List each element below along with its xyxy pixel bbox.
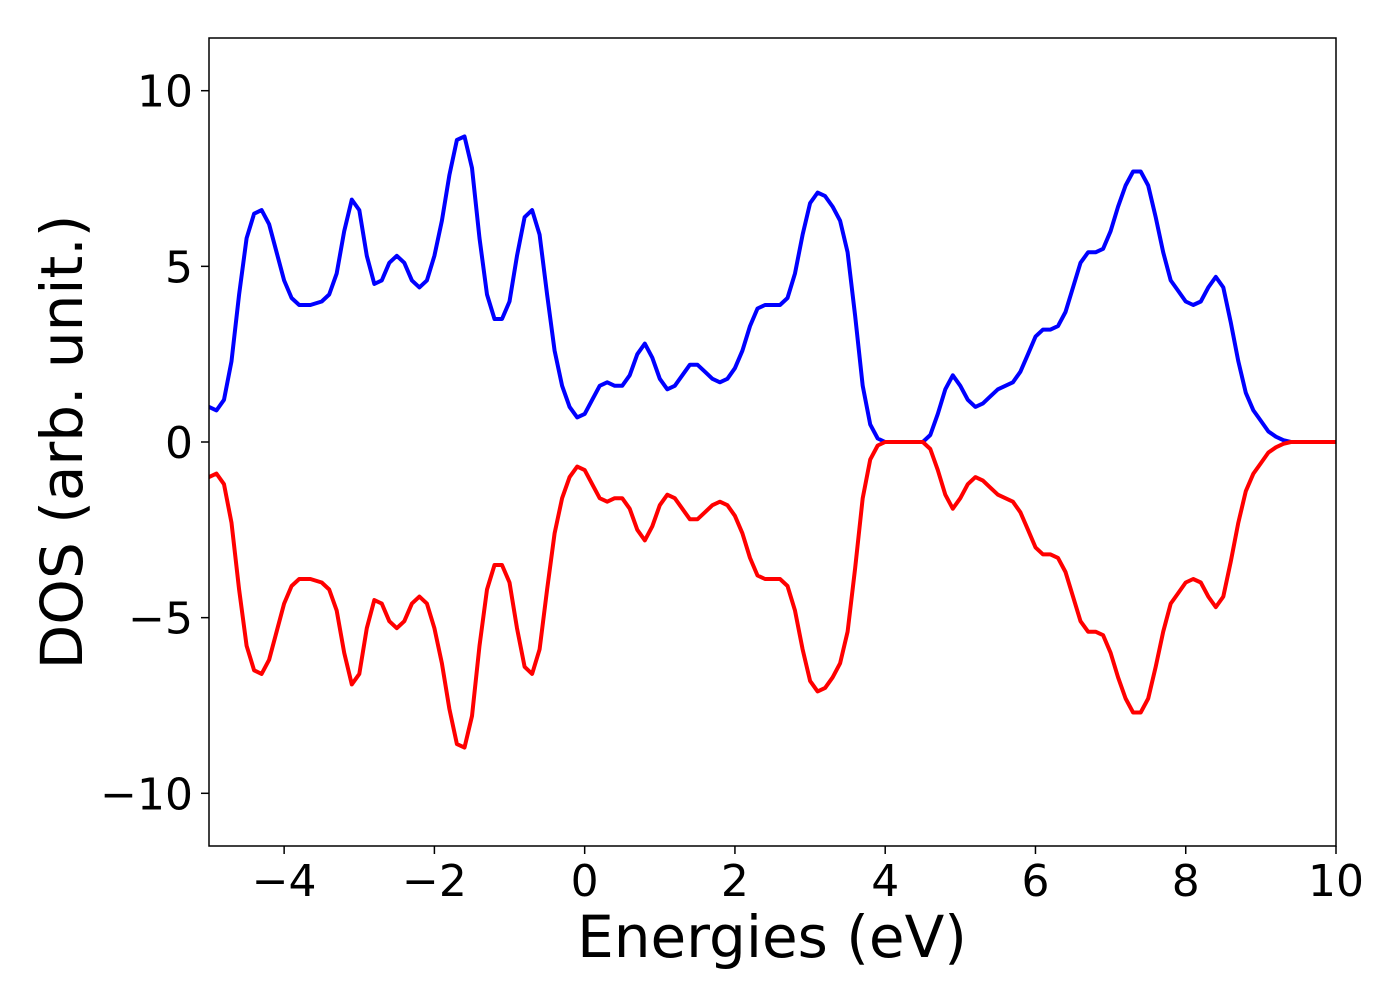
x-tick-label: 4	[871, 856, 899, 907]
y-tick-label: 10	[137, 67, 193, 118]
x-axis-label: Energies (eV)	[577, 903, 967, 971]
series-layer	[209, 134, 1336, 750]
x-axis: −4 −2 0 2 4 6 8 10	[252, 846, 1364, 907]
x-tick-label: −4	[252, 856, 317, 907]
x-tick-label: 8	[1172, 856, 1200, 907]
x-tick-label: 10	[1308, 856, 1364, 907]
x-tick-label: 2	[721, 856, 749, 907]
y-tick-label: 5	[165, 242, 193, 293]
series-line-0	[209, 134, 1336, 444]
y-tick-label: −5	[128, 594, 193, 645]
x-tick-label: 6	[1021, 856, 1049, 907]
x-tick-label: 0	[571, 856, 599, 907]
y-axis-label: DOS (arb. unit.)	[28, 215, 96, 670]
x-tick-label: −2	[402, 856, 467, 907]
y-tick-label: 0	[165, 418, 193, 469]
plot-frame	[208, 37, 1337, 847]
series-line-1	[209, 440, 1336, 750]
y-tick-label: −10	[100, 769, 193, 820]
y-axis: −10 −5 0 5 10	[100, 67, 209, 820]
